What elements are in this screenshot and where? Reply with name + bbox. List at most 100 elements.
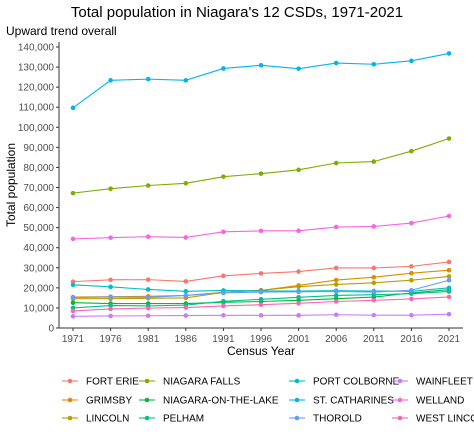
data-point-wainfleet [409, 312, 414, 318]
data-point-fort-erie [409, 264, 414, 269]
data-point-welland [446, 213, 452, 219]
y-tick-label: 120,000 [18, 83, 55, 94]
data-point-welland [333, 224, 339, 230]
legend-item-welland: WELLAND [392, 396, 464, 407]
data-point-wainfleet [258, 313, 264, 318]
y-axis-title: Total population [4, 143, 18, 227]
data-point-fort-erie [333, 265, 339, 271]
legend-key-point [144, 415, 150, 421]
data-point-welland [296, 228, 301, 234]
data-point-wainfleet [446, 311, 452, 317]
data-point-grimsby [371, 274, 377, 280]
data-point-thorold [333, 289, 339, 294]
data-point-thorold [446, 277, 452, 283]
data-point-fort-erie [371, 265, 377, 271]
y-tick-label: 10,000 [23, 303, 54, 314]
data-point-pelham [258, 296, 264, 302]
legend-key-point [397, 415, 403, 421]
data-point-niagara-falls [183, 180, 189, 186]
data-point-thorold [409, 287, 414, 293]
x-tick-label: 1986 [175, 334, 198, 345]
data-point-welland [221, 229, 226, 235]
data-point-welland [145, 234, 151, 239]
data-point-fort-erie [70, 279, 76, 284]
y-tick-label: 130,000 [18, 63, 55, 74]
data-point-grimsby [409, 270, 414, 276]
data-point-fort-erie [183, 279, 189, 284]
legend-label: NIAGARA-ON-THE-LAKE [163, 396, 279, 407]
x-tick-label: 1971 [62, 334, 85, 345]
data-point-welland [108, 235, 113, 240]
x-tick-label: 2001 [287, 334, 310, 345]
data-point-niagara-falls [409, 148, 414, 154]
y-tick-label: 50,000 [23, 223, 54, 234]
legend-item-thorold: THOROLD [289, 414, 362, 425]
legend-label: FORT ERIE [86, 377, 139, 388]
legend-label: PELHAM [163, 414, 204, 425]
data-point-pelham [221, 299, 226, 304]
legend-item-grimsby: GRIMSBY [62, 396, 132, 407]
data-point-niagara-falls [296, 167, 301, 173]
data-point-pelham [333, 293, 339, 298]
data-point-wainfleet [371, 312, 377, 318]
legend-item-wainfleet: WAINFLEET [392, 377, 473, 388]
data-point-port-colborne [108, 284, 113, 290]
data-point-pelham [296, 294, 301, 300]
data-point-wainfleet [183, 313, 189, 318]
series-points [70, 51, 452, 319]
data-point-west-lincoln [371, 298, 377, 303]
legend: FORT ERIE GRIMSBY LINCOLN NIAGARA FALLS NIAG… [62, 377, 474, 425]
legend-item-pelham: PELHAM [139, 414, 204, 425]
data-point-thorold [221, 290, 226, 296]
data-point-st-catharines [371, 61, 377, 67]
data-point-thorold [145, 294, 151, 300]
legend-label: GRIMSBY [86, 396, 132, 407]
data-point-west-lincoln [296, 301, 301, 306]
data-point-west-lincoln [108, 306, 113, 312]
y-tick-label: 60,000 [23, 203, 54, 214]
y-tick-label: 90,000 [23, 143, 54, 154]
data-point-niagara-falls [258, 171, 264, 176]
data-point-west-lincoln [70, 308, 76, 314]
legend-label: ST. CATHARINES [313, 396, 394, 407]
data-point-wainfleet [145, 313, 151, 319]
y-tick-label: 80,000 [23, 163, 54, 174]
y-tick-label: 20,000 [23, 283, 54, 294]
legend-item-fort-erie: FORT ERIE [62, 377, 139, 388]
data-point-west-lincoln [258, 302, 264, 308]
y-tick-label: 40,000 [23, 243, 54, 254]
legend-label: LINCOLN [86, 414, 129, 425]
data-point-west-lincoln [183, 305, 189, 310]
chart-title: Total population in Niagara's 12 CSDs, 1… [70, 4, 404, 21]
y-tick-label: 100,000 [18, 123, 55, 134]
data-point-wainfleet [333, 312, 339, 318]
data-point-welland [258, 228, 264, 234]
legend-item-lincoln: LINCOLN [62, 414, 129, 425]
data-point-wainfleet [221, 313, 226, 318]
legend-key-point [294, 378, 300, 384]
data-point-niagara-on-the-lake [70, 300, 76, 306]
legend-key-point [294, 415, 300, 421]
data-point-welland [183, 235, 189, 240]
legend-key-point [67, 397, 73, 403]
x-tick-label: 1991 [212, 334, 235, 345]
axes: 0 10,000 20,000 30,000 40,000 50,000 60,000 70,… [18, 42, 463, 345]
data-point-fort-erie [296, 269, 301, 274]
legend-key-point [67, 415, 73, 421]
y-tick-label: 70,000 [23, 183, 54, 194]
data-point-niagara-falls [70, 190, 76, 196]
series-line-niagara-falls [72, 138, 450, 194]
legend-label: PORT COLBORNE [313, 377, 400, 388]
data-point-west-lincoln [145, 305, 151, 311]
data-point-st-catharines [183, 78, 189, 83]
data-point-st-catharines [296, 66, 301, 71]
data-point-fort-erie [108, 277, 113, 283]
legend-key-point [397, 397, 403, 403]
data-point-niagara-falls [108, 186, 113, 192]
data-point-niagara-falls [333, 160, 339, 166]
data-point-port-colborne [183, 288, 189, 294]
data-point-thorold [183, 293, 189, 298]
legend-key-point [67, 378, 73, 384]
data-point-niagara-falls [145, 183, 151, 188]
